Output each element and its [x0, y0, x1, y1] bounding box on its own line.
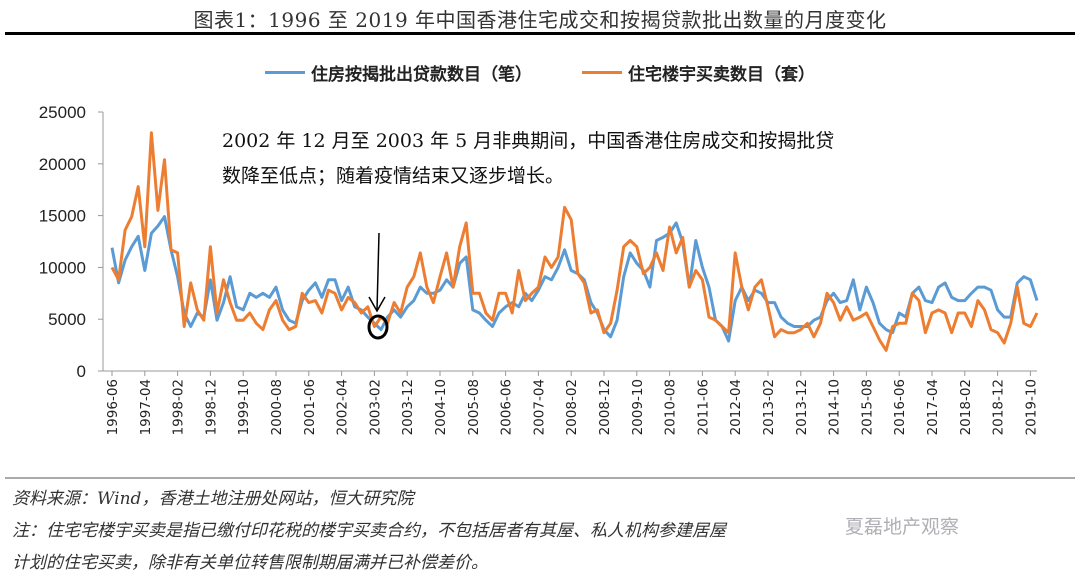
x-tick-label: 2007-04: [531, 379, 547, 435]
x-tick-label: 2017-04: [925, 379, 941, 435]
footnote-line-1: 注：住宅宅楼宇买卖是指已缴付印花税的楼宇买卖合约，不包括居者有其屋、私人机构参建…: [12, 521, 726, 541]
title-divider: [5, 32, 1075, 35]
arrow-head-icon: [368, 296, 386, 313]
y-tick-label: 20000: [39, 155, 86, 174]
y-tick-label: 5000: [48, 310, 86, 329]
chart-legend: 住房按揭批出贷款数目（笔） 住宅楼宇买卖数目（套）: [0, 60, 1080, 85]
x-tick-label: 2019-10: [1023, 379, 1039, 435]
annotation-arrow: [376, 232, 380, 311]
annotation-line-2: 数降至低点；随着疫情结束又逐步增长。: [222, 165, 565, 187]
y-tick-label: 10000: [39, 258, 86, 277]
legend-label-mortgage: 住房按揭批出贷款数目（笔）: [311, 65, 532, 85]
x-tick-label: 2018-12: [991, 379, 1007, 435]
x-tick-label: 2013-02: [761, 379, 777, 435]
watermark: 夏磊地产观察: [845, 516, 960, 538]
x-tick-label: 2008-12: [597, 379, 613, 435]
x-tick-label: 2013-12: [794, 379, 810, 435]
x-tick-label: 2018-02: [958, 379, 974, 435]
y-tick-label: 15000: [39, 207, 86, 226]
x-tick-label: 2001-06: [302, 379, 318, 435]
x-tick-label: 2002-04: [335, 379, 351, 435]
figure-title: 图表1：1996 至 2019 年中国香港住宅成交和按揭贷款批出数量的月度变化: [193, 8, 887, 32]
footer-divider: [5, 477, 1075, 479]
y-tick-label: 25000: [39, 103, 86, 122]
x-tick-label: 2003-02: [367, 379, 383, 435]
x-tick-label: 2005-08: [466, 379, 482, 435]
y-tick-label: 0: [77, 362, 86, 381]
x-tick-label: 2006-06: [499, 379, 515, 435]
x-tick-label: 2010-08: [663, 379, 679, 435]
x-tick-label: 1998-12: [203, 379, 219, 435]
legend-item-mortgage: 住房按揭批出贷款数目（笔）: [265, 60, 532, 85]
legend-swatch-sales: [582, 71, 622, 74]
x-tick-label: 2014-10: [827, 379, 843, 435]
footnote-line-2: 计划的住宅买卖，除非有关单位转售限制期届满并已补偿差价。: [12, 553, 488, 573]
legend-label-sales: 住宅楼宇买卖数目（套）: [628, 65, 815, 85]
source-note: 资料来源：Wind，香港土地注册处网站，恒大研究院: [12, 489, 414, 509]
x-tick-label: 2008-02: [564, 379, 580, 435]
x-tick-label: 2012-04: [728, 379, 744, 435]
sars-low-highlight-circle: [367, 314, 389, 340]
series-line-sales: [110, 131, 1039, 352]
x-tick-label: 1998-02: [171, 379, 187, 435]
legend-swatch-mortgage: [265, 71, 305, 74]
x-tick-label: 2009-10: [630, 379, 646, 435]
legend-item-sales: 住宅楼宇买卖数目（套）: [582, 60, 815, 85]
x-tick-label: 2004-10: [433, 379, 449, 435]
x-tick-label: 2016-06: [892, 379, 908, 435]
x-tick-label: 2011-06: [695, 379, 711, 435]
annotation-line-1: 2002 年 12 月至 2003 年 5 月非典期间，中国香港住房成交和按揭批…: [222, 130, 835, 152]
x-tick-label: 1999-10: [236, 379, 252, 435]
x-tick-label: 1996-06: [105, 379, 121, 435]
x-tick-label: 1997-04: [138, 379, 154, 435]
x-tick-label: 2003-12: [400, 379, 416, 435]
x-tick-label: 2015-08: [859, 379, 875, 435]
x-tick-label: 2000-08: [269, 379, 285, 435]
series-line-mortgage: [110, 215, 1039, 343]
